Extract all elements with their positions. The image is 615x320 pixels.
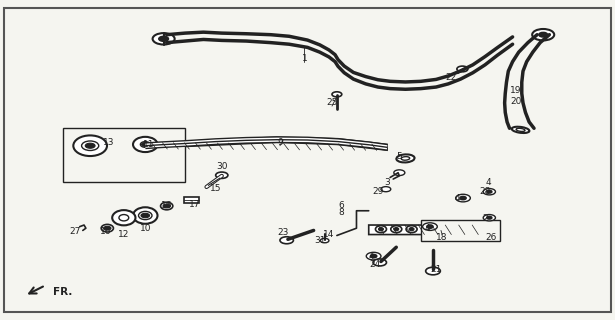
Circle shape [435, 230, 447, 237]
Circle shape [460, 196, 466, 200]
Text: 25: 25 [327, 99, 338, 108]
Text: 8: 8 [338, 208, 344, 217]
Text: 4: 4 [369, 252, 375, 261]
Text: 31: 31 [314, 236, 325, 245]
Circle shape [426, 267, 440, 275]
Text: 4: 4 [424, 224, 430, 233]
Circle shape [373, 259, 386, 266]
Text: 23: 23 [277, 228, 288, 237]
Polygon shape [369, 225, 488, 235]
Ellipse shape [73, 135, 107, 156]
Ellipse shape [138, 212, 152, 220]
Ellipse shape [101, 224, 113, 232]
Text: 24: 24 [369, 260, 381, 269]
Circle shape [163, 204, 170, 208]
Circle shape [539, 32, 547, 37]
Ellipse shape [140, 142, 150, 147]
Circle shape [438, 232, 443, 235]
Circle shape [216, 172, 228, 178]
Text: 13: 13 [103, 138, 114, 147]
Text: 10: 10 [140, 224, 151, 233]
Circle shape [456, 194, 470, 202]
Text: 30: 30 [216, 162, 228, 171]
Circle shape [280, 237, 293, 244]
Text: 2: 2 [482, 214, 488, 223]
Ellipse shape [112, 210, 135, 225]
Ellipse shape [396, 154, 415, 163]
Text: FR.: FR. [54, 287, 73, 297]
Polygon shape [145, 137, 387, 150]
Text: 16: 16 [100, 227, 111, 236]
Circle shape [332, 92, 342, 97]
Bar [63, 128, 185, 182]
Text: 21: 21 [430, 265, 442, 274]
Circle shape [487, 190, 492, 193]
Ellipse shape [401, 156, 410, 160]
Circle shape [159, 36, 169, 41]
Circle shape [141, 142, 149, 146]
Text: 4: 4 [485, 178, 491, 187]
Bar [184, 197, 199, 203]
Text: 27: 27 [69, 227, 81, 236]
Text: 19: 19 [510, 86, 522, 95]
Circle shape [429, 227, 453, 240]
Text: 26: 26 [485, 233, 497, 242]
Ellipse shape [133, 137, 157, 152]
Circle shape [320, 238, 329, 243]
Circle shape [141, 213, 149, 218]
Text: 14: 14 [323, 230, 335, 239]
Text: 5: 5 [397, 152, 402, 161]
Ellipse shape [516, 128, 525, 132]
Text: 1: 1 [301, 54, 308, 63]
Text: 4: 4 [454, 194, 460, 203]
Text: 12: 12 [118, 230, 130, 239]
Ellipse shape [409, 228, 414, 231]
Circle shape [367, 252, 381, 260]
Ellipse shape [375, 226, 386, 233]
Text: 17: 17 [188, 200, 200, 209]
Circle shape [85, 143, 95, 148]
Circle shape [427, 225, 433, 228]
Circle shape [104, 226, 111, 230]
Text: 9: 9 [277, 138, 283, 147]
Circle shape [475, 228, 498, 239]
Circle shape [532, 29, 554, 40]
Text: 16: 16 [161, 202, 172, 211]
Text: 11: 11 [143, 140, 154, 148]
Text: 22: 22 [446, 73, 457, 82]
Text: 15: 15 [210, 184, 221, 193]
Ellipse shape [119, 215, 129, 221]
Text: 6: 6 [338, 202, 344, 211]
Circle shape [423, 223, 437, 230]
Circle shape [457, 66, 468, 72]
Text: 29: 29 [372, 187, 384, 196]
Text: 18: 18 [437, 233, 448, 242]
Text: 20: 20 [510, 97, 522, 106]
Ellipse shape [161, 202, 173, 210]
Ellipse shape [391, 226, 402, 233]
Circle shape [153, 33, 175, 44]
Circle shape [485, 233, 488, 235]
Circle shape [394, 170, 405, 176]
Text: 28: 28 [479, 187, 491, 196]
Bar [421, 220, 501, 241]
Ellipse shape [82, 141, 99, 150]
Ellipse shape [406, 226, 417, 233]
Text: 3: 3 [384, 178, 390, 187]
Circle shape [483, 188, 496, 195]
Ellipse shape [512, 127, 530, 133]
Ellipse shape [378, 228, 383, 231]
Ellipse shape [133, 207, 157, 224]
Circle shape [381, 187, 391, 192]
Circle shape [487, 216, 492, 219]
Circle shape [483, 215, 496, 221]
Circle shape [482, 231, 491, 236]
Circle shape [371, 254, 376, 258]
Ellipse shape [394, 228, 399, 231]
